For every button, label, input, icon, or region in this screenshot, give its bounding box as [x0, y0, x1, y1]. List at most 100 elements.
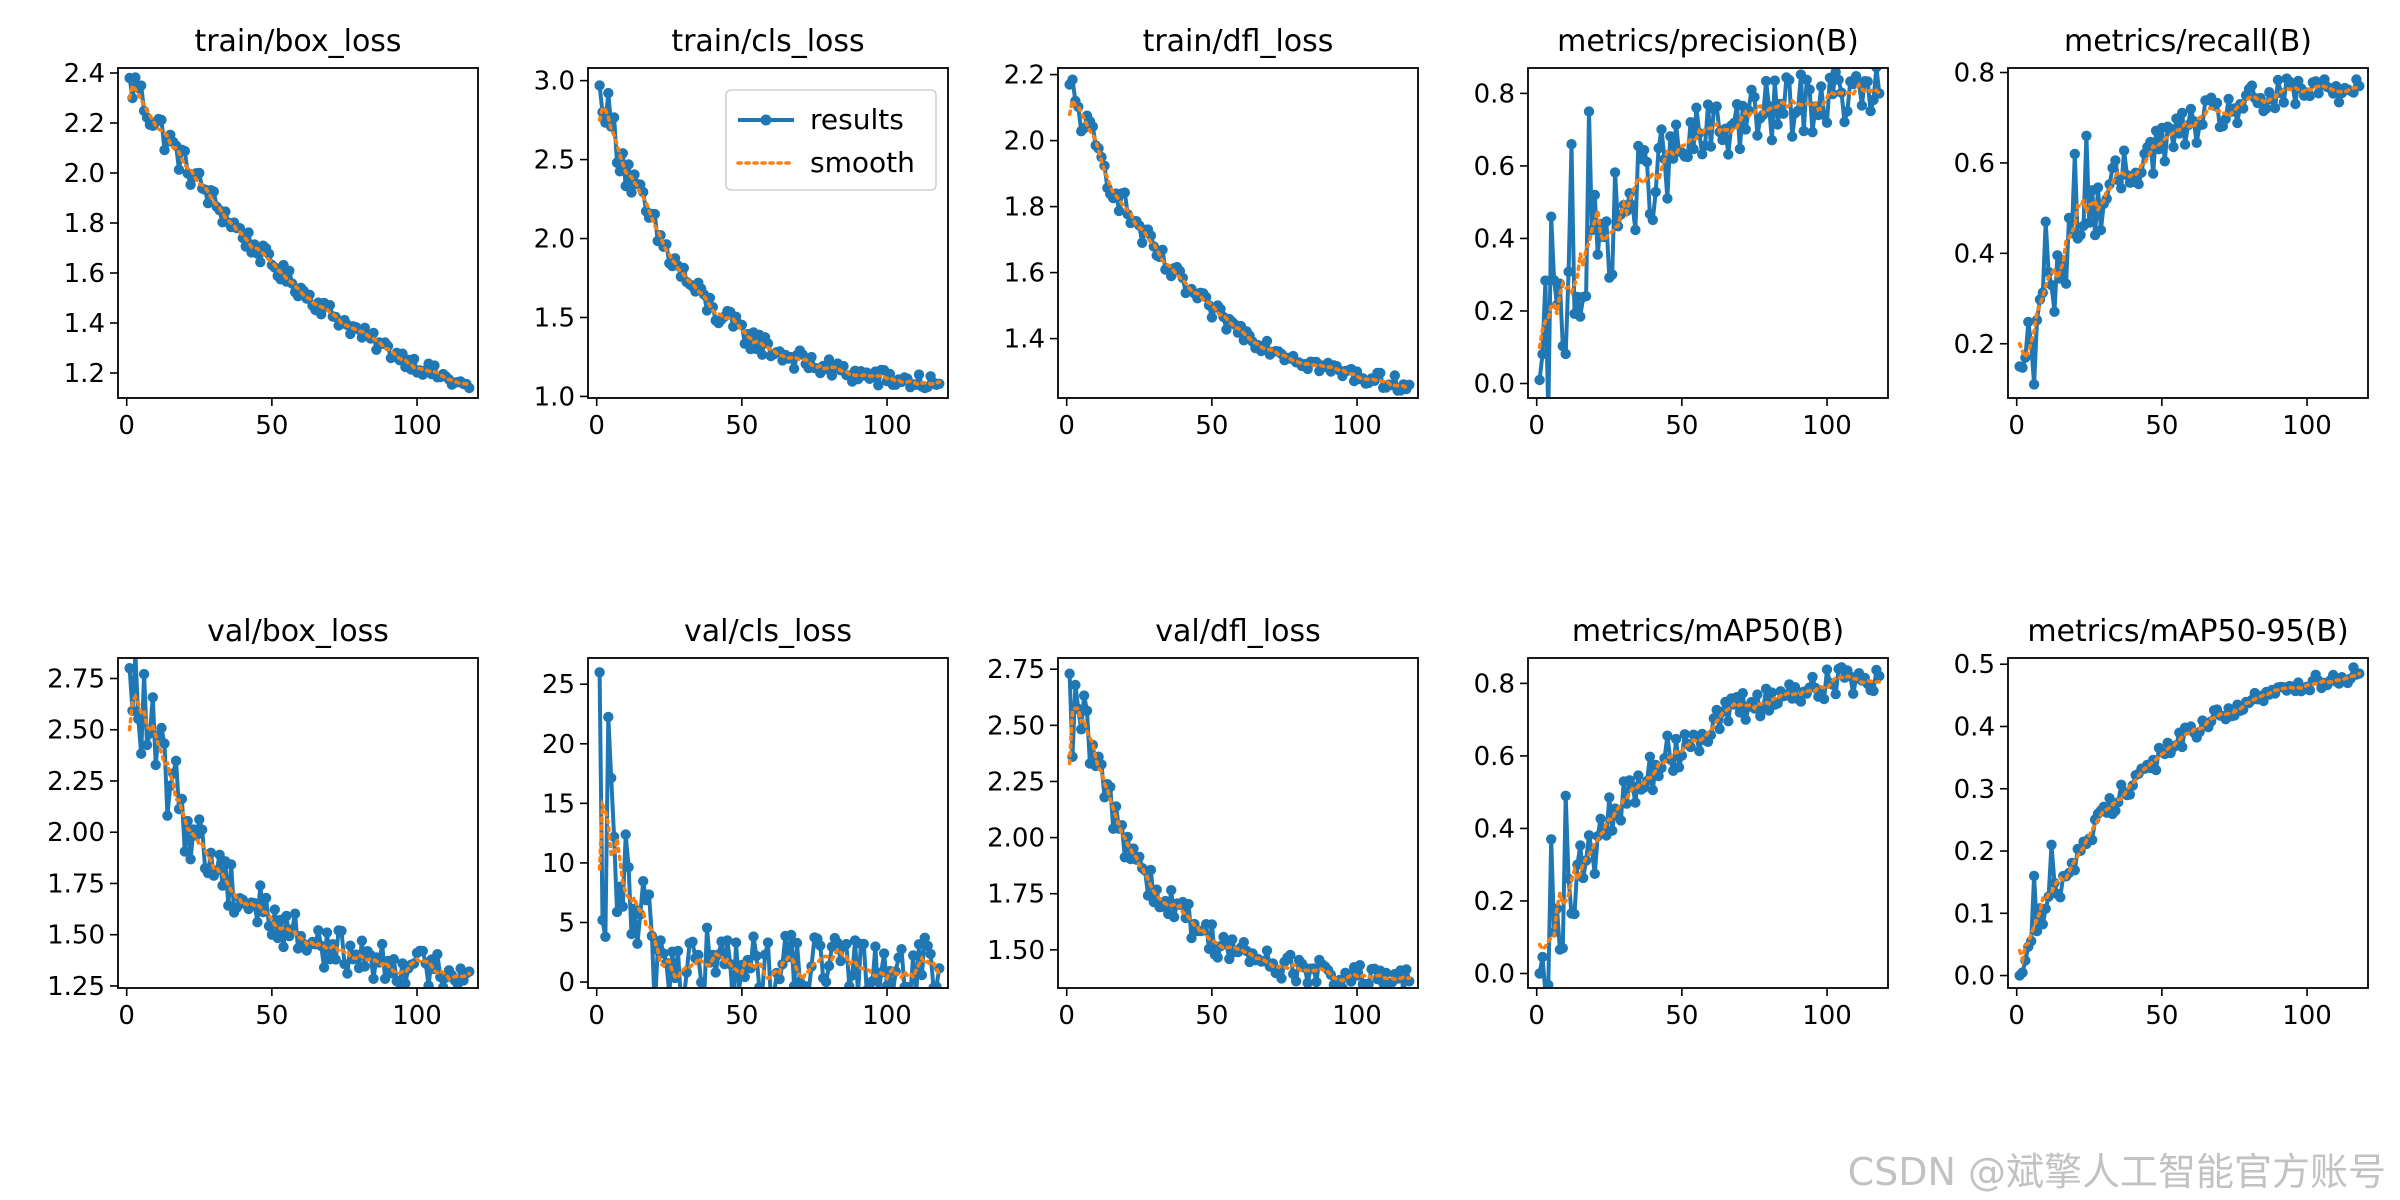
data-point: [1064, 668, 1075, 679]
data-point: [884, 368, 896, 380]
data-point: [1766, 135, 1778, 146]
y-tick-label: 2.75: [987, 655, 1045, 685]
x-tick-label: 100: [392, 1001, 442, 1031]
data-point: [197, 824, 208, 835]
series-line-smooth: [2017, 83, 2362, 361]
data-point: [156, 114, 167, 126]
data-point: [2092, 182, 2104, 193]
data-point: [1557, 340, 1569, 352]
data-point: [679, 994, 689, 1004]
data-point: [368, 973, 379, 984]
data-point: [2179, 139, 2191, 150]
y-tick-label: 2.50: [987, 711, 1045, 741]
data-point: [2118, 145, 2130, 156]
chart-title: val/box_loss: [207, 614, 389, 649]
data-point: [1546, 834, 1557, 845]
plot-area: [594, 667, 945, 1004]
axes-frame: [2007, 657, 2369, 989]
data-point: [133, 713, 144, 725]
data-point: [2150, 764, 2162, 776]
chart-title: metrics/precision(B): [1557, 24, 1859, 59]
axes-frame: [117, 67, 479, 399]
data-point: [905, 990, 915, 1000]
data-point: [1795, 696, 1807, 707]
data-point: [1821, 664, 1833, 675]
data-point: [1862, 76, 1873, 87]
data-point: [2028, 870, 2040, 882]
data-point: [1641, 156, 1653, 168]
x-tick-label: 100: [862, 1001, 912, 1031]
data-point: [1848, 688, 1859, 699]
data-point: [888, 988, 898, 998]
data-point: [2304, 90, 2316, 102]
y-tick-label: 1.0: [534, 382, 575, 412]
data-point: [1113, 205, 1125, 217]
data-point: [324, 300, 336, 311]
y-tick-label: 1.50: [47, 921, 105, 951]
data-point: [1067, 74, 1078, 85]
data-point: [1705, 141, 1717, 152]
data-point: [1261, 945, 1273, 956]
data-point: [1865, 105, 1876, 117]
y-tick-label: 2.2: [64, 109, 105, 139]
data-point: [136, 80, 147, 91]
data-point: [658, 948, 669, 959]
y-tick-label: 2.75: [47, 664, 105, 694]
data-point: [798, 994, 808, 1004]
data-point: [1215, 303, 1226, 315]
data-point: [1766, 687, 1778, 698]
data-point: [1534, 968, 1545, 979]
y-tick-label: 0.0: [1474, 369, 1515, 399]
data-point: [2095, 224, 2107, 236]
x-tick-label: 100: [1332, 411, 1382, 441]
series-line-smooth: [1067, 95, 1412, 390]
data-point: [438, 982, 449, 988]
data-point: [243, 227, 254, 238]
data-point: [603, 711, 614, 723]
y-tick-label: 15: [542, 789, 575, 819]
data-point: [608, 112, 620, 123]
data-point: [255, 880, 266, 891]
y-tick-label: 1.8: [64, 209, 105, 239]
data-point: [1734, 707, 1746, 718]
data-point: [757, 988, 767, 998]
data-point: [1070, 679, 1081, 691]
data-point: [1842, 106, 1853, 117]
plot-area: [1064, 74, 1415, 396]
data-point: [1752, 130, 1763, 141]
y-tick-label: 0.3: [1954, 775, 1995, 805]
data-point: [1816, 81, 1827, 92]
y-tick-label: 1.4: [64, 309, 105, 339]
data-point: [1537, 348, 1548, 360]
data-point: [234, 223, 246, 234]
chart-panel-train-dfl-loss: train/dfl_loss 0 50 100 1.4 1.6 1.8 2.0 2.2: [1004, 24, 1419, 441]
data-point: [1650, 186, 1661, 198]
data-point: [1723, 149, 1734, 160]
data-point: [263, 248, 275, 260]
data-point: [841, 938, 852, 950]
data-point: [1166, 885, 1177, 896]
data-point: [1830, 689, 1841, 700]
x-tick-label: 50: [255, 411, 288, 441]
data-point: [1737, 688, 1749, 699]
plot-area: [594, 80, 945, 394]
y-tick-label: 1.50: [987, 936, 1045, 966]
chart-panel-metrics-map50-95-b-: metrics/mAP50-95(B) 0 50 100 0.0 0.1 0.2 0.3 0.4…: [1954, 614, 2369, 1031]
y-tick-label: 0.2: [1954, 330, 1995, 360]
data-point: [594, 667, 605, 678]
data-point: [144, 728, 156, 739]
data-point: [748, 931, 759, 942]
data-point: [1557, 943, 1569, 954]
data-point: [1145, 864, 1157, 876]
data-point: [345, 940, 356, 951]
data-point: [2084, 217, 2095, 228]
data-point: [356, 935, 368, 946]
data-point: [664, 988, 674, 998]
chart-panel-val-cls-loss: val/cls_loss 0 50 100 0 5 10 15 20 25: [542, 614, 949, 1031]
plot-area: [124, 658, 475, 988]
data-point: [1607, 825, 1618, 836]
series-line-smooth: [127, 81, 472, 387]
data-point: [1833, 74, 1844, 86]
data-point: [1592, 249, 1603, 260]
data-point: [620, 829, 631, 840]
